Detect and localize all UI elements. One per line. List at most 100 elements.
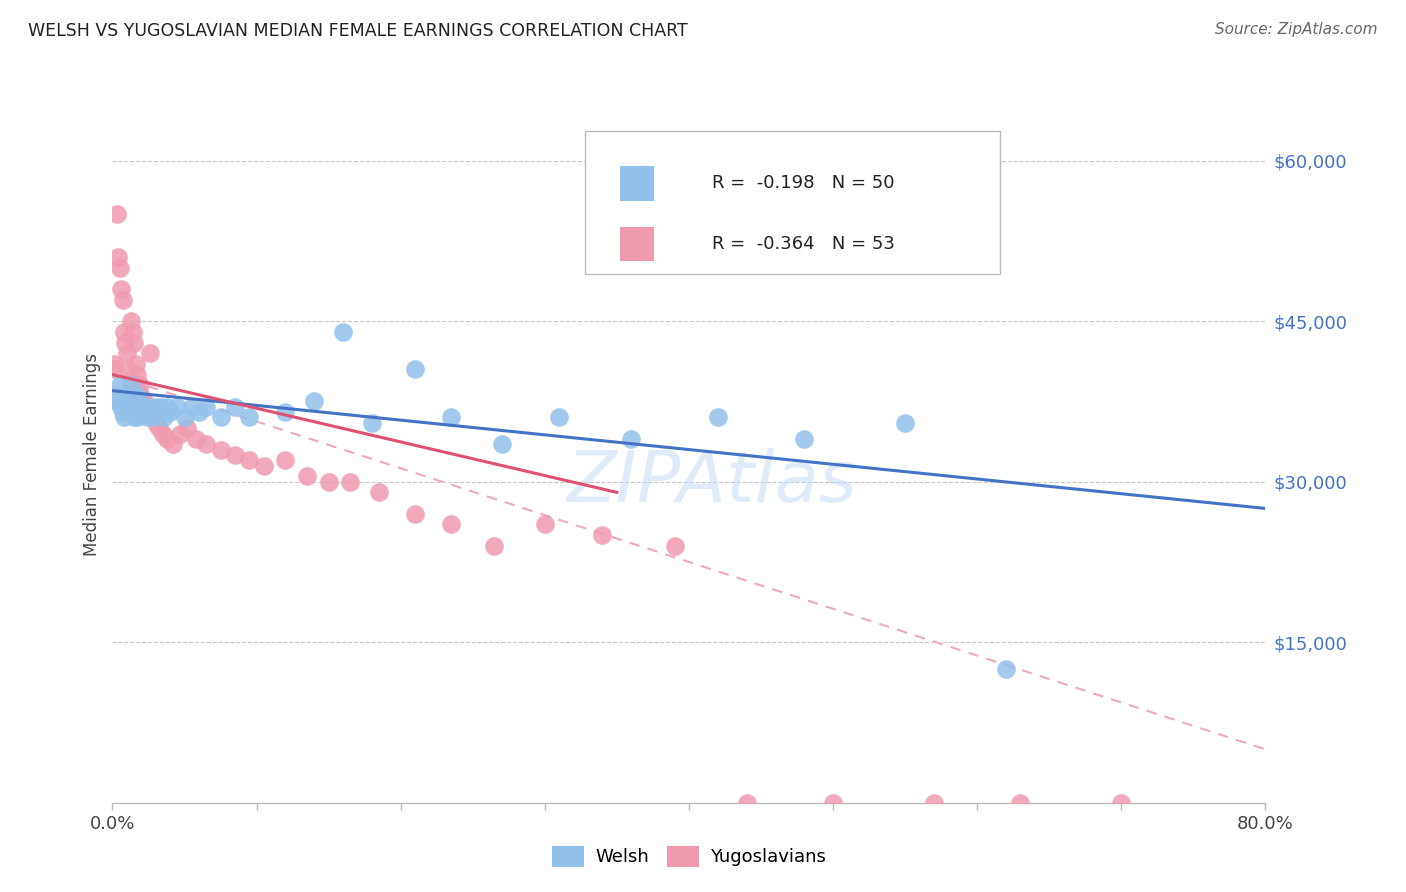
Point (125, 410, 148, 425)
Point (121, 394, 143, 409)
Text: R =  -0.198   N = 50: R = -0.198 N = 50 (711, 175, 894, 193)
FancyBboxPatch shape (585, 131, 1000, 274)
Point (129, 389, 153, 403)
Point (112, 410, 135, 425)
Point (127, 389, 149, 403)
FancyBboxPatch shape (620, 166, 654, 201)
Point (238, 453, 260, 467)
Point (125, 368, 148, 382)
Point (104, 389, 127, 403)
Point (114, 335, 136, 350)
Point (128, 400, 150, 414)
Point (128, 378, 150, 392)
Point (224, 400, 246, 414)
Point (107, 389, 129, 403)
Point (274, 453, 297, 467)
Point (108, 378, 131, 392)
Point (134, 400, 156, 414)
Point (110, 282, 132, 296)
Point (136, 405, 159, 419)
Point (821, 796, 844, 810)
Legend: Welsh, Yugoslavians: Welsh, Yugoslavians (544, 838, 834, 874)
Point (180, 400, 202, 414)
Point (120, 314, 142, 328)
Point (274, 405, 297, 419)
Point (111, 293, 134, 307)
Y-axis label: Median Female Earnings: Median Female Earnings (83, 353, 101, 557)
Point (111, 405, 134, 419)
Point (110, 400, 132, 414)
Point (112, 325, 135, 339)
Point (184, 432, 207, 446)
Point (1010, 796, 1032, 810)
Point (995, 662, 1018, 676)
Point (145, 400, 167, 414)
Point (139, 400, 162, 414)
Point (115, 405, 138, 419)
Point (404, 507, 426, 521)
Point (159, 405, 181, 419)
Point (332, 325, 354, 339)
Point (440, 410, 463, 425)
Point (491, 437, 513, 451)
Point (304, 394, 326, 409)
Point (339, 475, 361, 489)
Point (484, 539, 506, 553)
Point (318, 475, 340, 489)
Point (173, 410, 195, 425)
Text: Source: ZipAtlas.com: Source: ZipAtlas.com (1215, 22, 1378, 37)
Point (209, 410, 232, 425)
Point (162, 437, 184, 451)
Point (368, 485, 391, 500)
Point (129, 405, 153, 419)
Point (295, 469, 318, 483)
Point (120, 378, 142, 392)
Point (404, 362, 426, 376)
FancyBboxPatch shape (620, 227, 654, 261)
Point (664, 539, 686, 553)
Point (121, 325, 143, 339)
Text: WELSH VS YUGOSLAVIAN MEDIAN FEMALE EARNINGS CORRELATION CHART: WELSH VS YUGOSLAVIAN MEDIAN FEMALE EARNI… (28, 22, 688, 40)
Text: R =  -0.364   N = 53: R = -0.364 N = 53 (711, 235, 894, 253)
Point (1111, 796, 1133, 810)
Point (894, 416, 917, 430)
Point (735, 796, 758, 810)
Point (156, 400, 179, 414)
Point (145, 416, 167, 430)
Point (224, 448, 246, 462)
Point (136, 410, 159, 425)
Point (124, 400, 146, 414)
Point (127, 384, 149, 398)
Point (150, 400, 173, 414)
Point (124, 357, 146, 371)
Point (156, 432, 179, 446)
Point (922, 796, 945, 810)
Point (118, 400, 141, 414)
Point (107, 250, 129, 264)
Point (176, 421, 198, 435)
Point (148, 405, 170, 419)
Point (253, 458, 276, 473)
Point (793, 432, 815, 446)
Point (108, 260, 131, 275)
Point (533, 517, 555, 532)
Point (115, 346, 138, 360)
Point (142, 410, 165, 425)
Text: ZIPAtlas: ZIPAtlas (567, 449, 858, 517)
Point (122, 335, 145, 350)
Point (440, 517, 463, 532)
Point (117, 362, 139, 376)
Point (706, 410, 728, 425)
Point (188, 405, 211, 419)
Point (620, 432, 643, 446)
Point (114, 400, 136, 414)
Point (117, 389, 139, 403)
Point (209, 442, 232, 457)
Point (166, 400, 188, 414)
Point (195, 437, 218, 451)
Point (169, 426, 191, 441)
Point (105, 394, 128, 409)
Point (139, 346, 162, 360)
Point (142, 410, 165, 425)
Point (195, 400, 218, 414)
